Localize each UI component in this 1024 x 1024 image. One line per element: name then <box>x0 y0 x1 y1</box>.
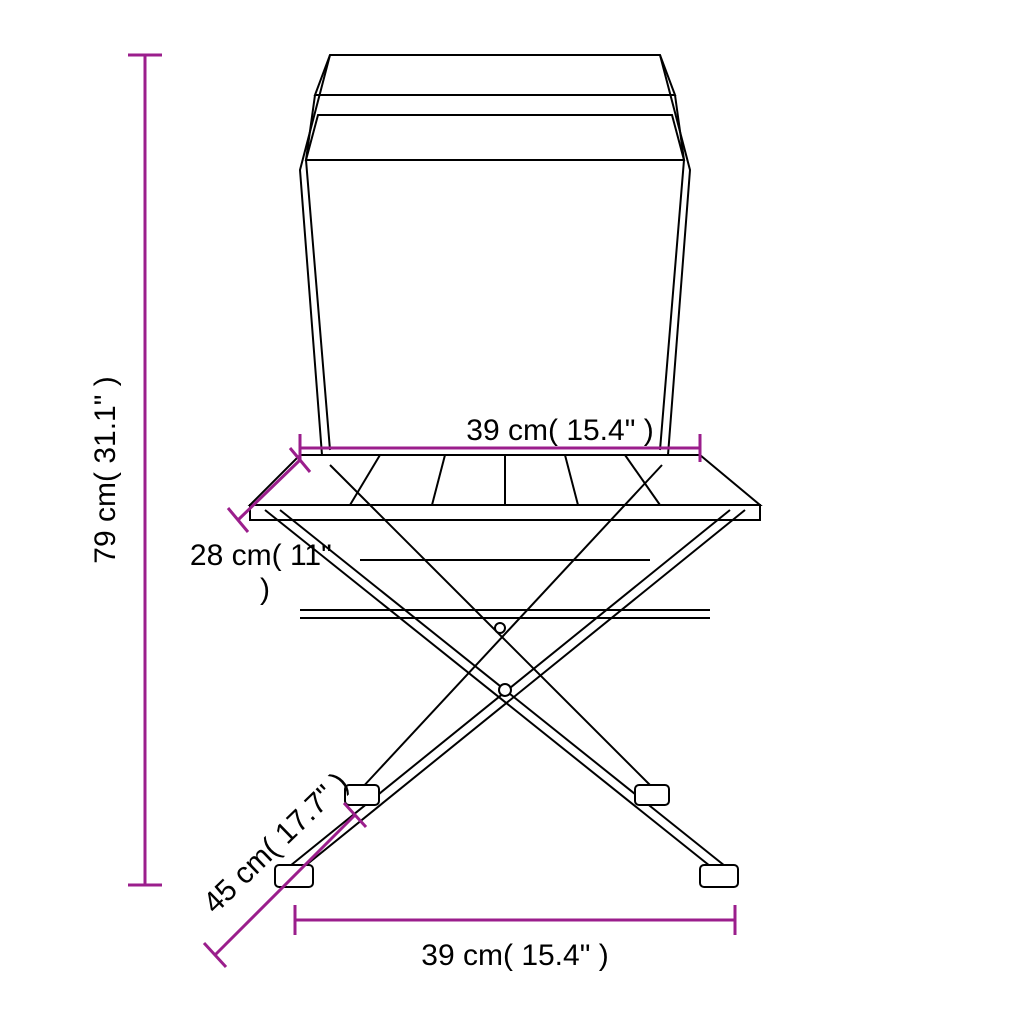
chair-dimension-diagram: 79 cm( 31.1" ) 28 cm( 11" ) 39 cm( 15.4"… <box>0 0 1024 1024</box>
label-height: 79 cm( 31.1" ) <box>89 376 122 563</box>
seat-slats <box>250 455 760 520</box>
label-seat-depth: 28 cm( 11" ) <box>190 539 340 606</box>
label-seat-width: 39 cm( 15.4" ) <box>466 414 653 447</box>
dim-height <box>128 55 162 885</box>
dim-width <box>295 905 735 935</box>
chair-drawing <box>250 55 760 887</box>
label-width: 39 cm( 15.4" ) <box>421 939 608 972</box>
label-depth: 45 cm( 17.7" ) <box>197 766 355 920</box>
